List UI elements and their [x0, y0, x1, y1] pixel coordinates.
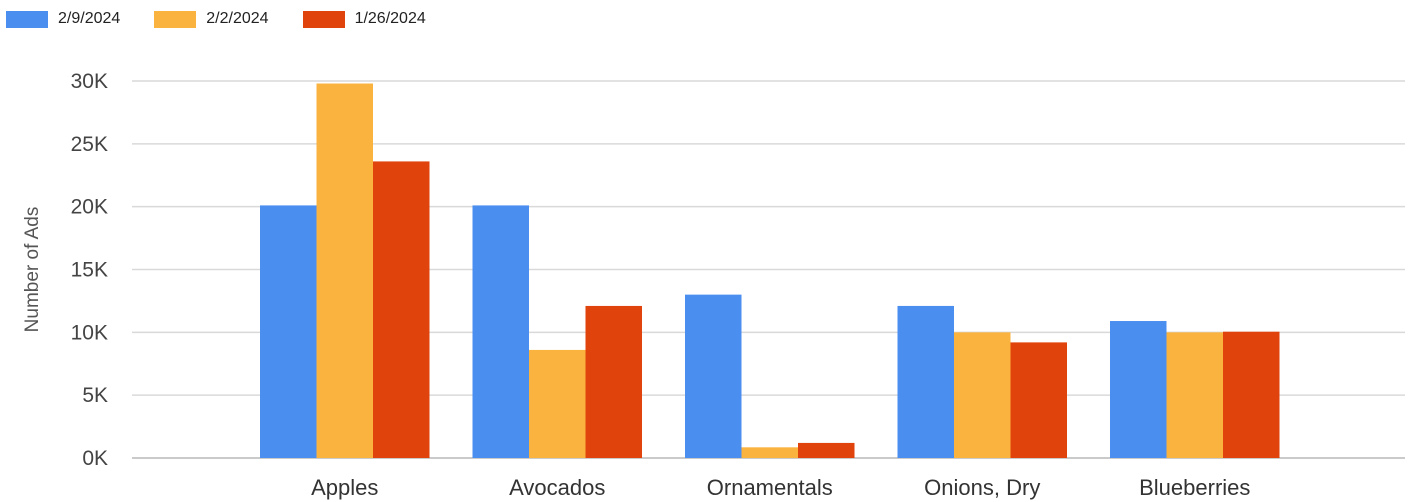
x-category-label: Onions, Dry [924, 475, 1040, 500]
bar [1166, 332, 1223, 458]
y-axis-title: Number of Ads [22, 207, 43, 333]
bar [954, 332, 1011, 458]
bar [1110, 321, 1167, 458]
legend-label: 2/9/2024 [58, 10, 121, 27]
y-tick-label: 20K [71, 196, 108, 219]
legend-label: 1/26/2024 [354, 10, 426, 27]
bar [472, 205, 529, 458]
legend-label: 2/2/2024 [206, 10, 269, 27]
bar [529, 349, 586, 458]
legend-item-series-3[interactable]: 1/26/2024 [302, 10, 426, 28]
legend-swatch [6, 10, 48, 28]
y-tick-label: 15K [71, 259, 108, 282]
bar [1223, 331, 1280, 458]
bar [1010, 342, 1067, 458]
x-category-label: Ornamentals [707, 475, 833, 500]
legend-item-series-1[interactable]: 2/9/2024 [6, 10, 120, 28]
bar [798, 442, 855, 458]
legend-item-series-2[interactable]: 2/2/2024 [154, 10, 269, 28]
y-tick-label: 0K [82, 447, 108, 470]
x-category-label: Apples [311, 475, 378, 500]
bar [897, 305, 954, 458]
bar [741, 447, 798, 458]
y-tick-label: 30K [71, 70, 108, 93]
x-category-label: Blueberries [1139, 475, 1250, 500]
x-category-label: Avocados [509, 475, 605, 500]
y-tick-label: 5K [82, 384, 108, 407]
legend: 2/9/2024 2/2/2024 1/26/2024 [6, 10, 460, 28]
y-tick-label: 10K [71, 321, 108, 344]
y-tick-label: 25K [71, 133, 108, 156]
bar [260, 205, 317, 458]
bar [685, 294, 742, 458]
legend-swatch [154, 10, 197, 28]
bar [585, 305, 642, 458]
bar [373, 161, 430, 458]
legend-swatch [302, 10, 345, 28]
bar [316, 83, 373, 458]
